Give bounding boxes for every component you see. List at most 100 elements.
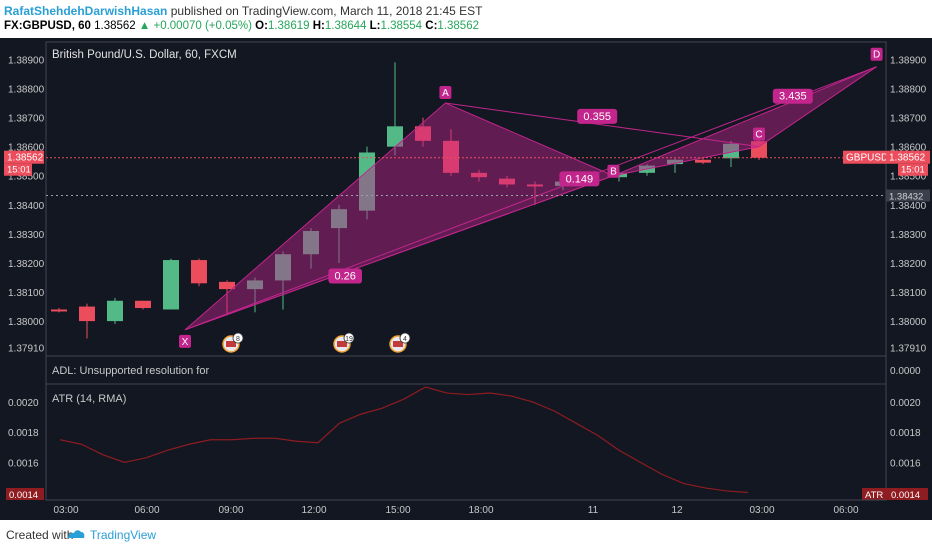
candle-body <box>135 300 151 309</box>
pattern-point-label: C <box>755 130 762 141</box>
xabcd-pattern[interactable]: X A B C D 0.26 0.355 0.149 3.435 <box>179 47 883 348</box>
candle-body <box>219 281 235 290</box>
price-axis-label-left: 1.38800 <box>8 85 45 96</box>
candle-body <box>303 230 319 255</box>
candle-body <box>275 254 291 281</box>
candle-body <box>51 309 67 312</box>
pattern-point-label: X <box>182 337 189 348</box>
time-axis-label: 06:00 <box>833 505 858 516</box>
event-count: 8 <box>236 336 240 343</box>
candle-body <box>499 178 515 185</box>
atr-value-tag-right <box>888 488 928 500</box>
price-axis-label-right: 1.38400 <box>890 201 927 212</box>
atr-series-line <box>59 386 749 494</box>
event-count-badge <box>343 332 355 344</box>
price-axis-label-left: 1.38500 <box>8 172 45 183</box>
time-axis-label: 12 <box>671 505 683 516</box>
pattern-point-badge <box>870 47 883 61</box>
price-axis-label-left: 1.38100 <box>8 288 45 299</box>
atr-value-tag-left-text: 0.0014 <box>9 490 38 501</box>
price-axis-label-left: 1.38200 <box>8 259 45 270</box>
tradingview-brand-link[interactable]: TradingView <box>90 528 157 542</box>
price-tag-left <box>4 150 44 164</box>
price-axis-label-right: 1.38200 <box>890 259 927 270</box>
pattern-ratio-label: 3.435 <box>779 91 807 103</box>
candle-body <box>359 152 375 211</box>
price-axis-label-left: 1.38700 <box>8 114 45 125</box>
candle-body <box>751 141 767 158</box>
time-axis-label: 03:00 <box>749 505 774 516</box>
atr-axis-label-right: 0.0020 <box>890 398 921 409</box>
price-axis-label-left: 1.38900 <box>8 55 45 66</box>
pattern-point-label: D <box>873 50 880 61</box>
atr-name-tag <box>862 488 888 500</box>
candle-body <box>527 184 543 187</box>
publication-header: RafatShehdehDarwishHasan published on Tr… <box>0 0 932 38</box>
price-axis-label-left: 1.37910 <box>8 343 45 354</box>
high-value: 1.38644 <box>324 20 367 32</box>
close-label: C: <box>425 20 438 32</box>
candle-body <box>191 260 207 284</box>
publication-line: RafatShehdehDarwishHasan published on Tr… <box>4 4 482 18</box>
countdown-tag-left <box>4 163 32 176</box>
pattern-point-badge <box>179 334 191 348</box>
countdown-tag-right <box>898 163 928 176</box>
event-flag-icon[interactable]: 8 <box>222 332 244 353</box>
tradingview-logo-icon[interactable] <box>66 527 86 541</box>
event-count-badge <box>399 332 411 344</box>
atr-axis-label-left: 0.0016 <box>8 458 39 469</box>
close-value: 1.38562 <box>437 20 479 32</box>
price-axis-label-right: 1.38600 <box>890 143 927 154</box>
low-label: L: <box>369 20 381 32</box>
pattern-ratio-label: 0.355 <box>583 111 611 123</box>
pattern-ratio-label: 0.149 <box>566 173 594 185</box>
open-value: 1.38619 <box>267 20 310 32</box>
price-axis-label-right: 1.38100 <box>890 288 927 299</box>
secondary-level-text: 1.38432 <box>889 192 923 203</box>
chart-background <box>0 38 932 520</box>
atr-value-tag-right-text: 0.0014 <box>891 490 920 501</box>
time-axis-label: 15:00 <box>385 505 410 516</box>
event-flag-icon[interactable]: 4 <box>389 332 411 353</box>
pane-legends: ADL: Unsupported resolution for ATR (14, … <box>52 49 237 405</box>
candle-body <box>247 280 263 290</box>
pane-borders <box>0 38 932 520</box>
author-link[interactable]: RafatShehdehDarwishHasan <box>4 4 168 18</box>
adl-legend: ADL: Unsupported resolution for <box>52 365 209 377</box>
candle-body <box>79 306 95 322</box>
event-flag-stripe <box>226 341 236 347</box>
event-count: 4 <box>403 336 407 343</box>
atr-axis-label-right: 0.0016 <box>890 458 921 469</box>
adl-axis-label: 0.0000 <box>890 366 921 377</box>
atr-line <box>59 386 749 494</box>
price-tag-right <box>886 150 930 164</box>
candle-body <box>415 126 431 141</box>
pattern-point-badge <box>753 127 765 141</box>
candle-body <box>667 159 683 165</box>
chart-area[interactable]: X A B C D 0.26 0.355 0.149 3.435 1.38900 1.38900 1… <box>0 38 932 520</box>
pattern-ratio-badge <box>328 268 362 284</box>
price-axis-label-right: 1.38300 <box>890 230 927 241</box>
created-with-text: Created with <box>6 528 74 542</box>
symbol-tag <box>843 150 886 164</box>
symbol-tag-text: GBPUSD <box>846 153 888 164</box>
pattern-ratio-badge <box>577 108 618 124</box>
pattern-ratio-badge <box>559 171 600 187</box>
price-axis-label-right: 1.38000 <box>890 317 927 328</box>
candle-body <box>107 300 123 322</box>
last-price: 1.38562 <box>94 20 136 32</box>
pattern-point-badge <box>607 164 620 178</box>
pattern-point-label: B <box>610 167 617 178</box>
time-axis-label: 03:00 <box>53 505 78 516</box>
countdown-tag-right-text: 15:01 <box>901 165 925 176</box>
price-axis-label-right: 1.37910 <box>890 343 927 354</box>
price-axis-label-right: 1.38700 <box>890 114 927 125</box>
candle-body <box>163 260 179 310</box>
candle-body <box>331 209 347 229</box>
event-flag-icon[interactable]: 19 <box>333 332 355 353</box>
symbol-name: FX:GBPUSD, 60 <box>4 20 91 32</box>
event-markers[interactable]: 8 19 4 <box>222 332 411 353</box>
price-tag-right-text: 1.38562 <box>889 153 926 164</box>
atr-axis-label-right: 0.0018 <box>890 428 921 439</box>
